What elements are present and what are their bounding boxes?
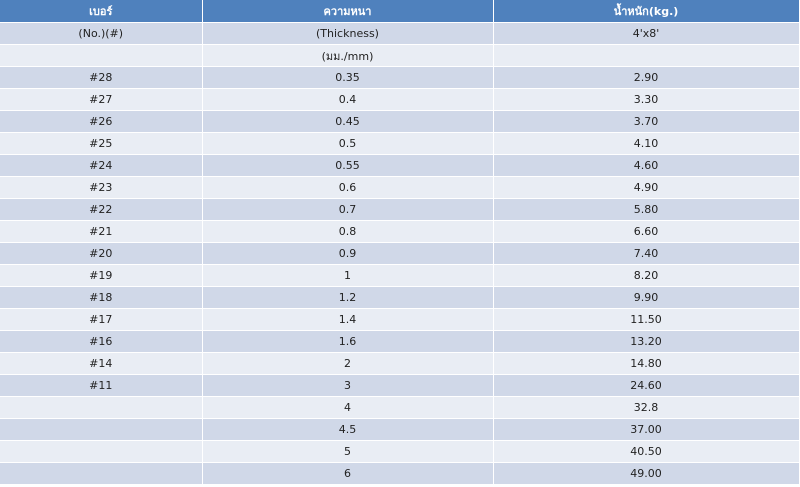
- cell-weight: 4.10: [493, 132, 800, 155]
- subheader-thickness: (Thickness): [202, 22, 494, 45]
- cell-number: #24: [0, 154, 203, 177]
- cell-thickness: 0.4: [202, 88, 494, 111]
- cell-number: #27: [0, 88, 203, 111]
- cell-weight: 32.8: [493, 396, 800, 419]
- cell-thickness: 0.8: [202, 220, 494, 243]
- cell-number: [0, 418, 203, 441]
- subheader-sheet-size: 4'x8': [493, 22, 800, 45]
- cell-number: #19: [0, 264, 203, 287]
- table-row: #25 0.5 4.10: [0, 132, 800, 155]
- cell-thickness: 0.7: [202, 198, 494, 221]
- cell-number: [0, 440, 203, 463]
- subheader-blank-1: [0, 44, 203, 67]
- header-thickness: ความหนา: [202, 0, 494, 23]
- cell-weight: 49.00: [493, 462, 800, 485]
- cell-thickness: 5: [202, 440, 494, 463]
- cell-number: [0, 396, 203, 419]
- cell-number: #21: [0, 220, 203, 243]
- cell-weight: 3.70: [493, 110, 800, 133]
- cell-thickness: 3: [202, 374, 494, 397]
- cell-weight: 40.50: [493, 440, 800, 463]
- cell-thickness: 1: [202, 264, 494, 287]
- table-row: #21 0.8 6.60: [0, 220, 800, 243]
- table-row: #23 0.6 4.90: [0, 176, 800, 199]
- cell-weight: 5.80: [493, 198, 800, 221]
- cell-weight: 9.90: [493, 286, 800, 309]
- cell-thickness: 0.5: [202, 132, 494, 155]
- table-row: #28 0.35 2.90: [0, 66, 800, 89]
- cell-thickness: 0.45: [202, 110, 494, 133]
- cell-weight: 24.60: [493, 374, 800, 397]
- cell-weight: 14.80: [493, 352, 800, 375]
- cell-weight: 8.20: [493, 264, 800, 287]
- table-row: #17 1.4 11.50: [0, 308, 800, 331]
- table-row: 4 32.8: [0, 396, 800, 419]
- table-row: 4.5 37.00: [0, 418, 800, 441]
- table-row: #14 2 14.80: [0, 352, 800, 375]
- cell-weight: 2.90: [493, 66, 800, 89]
- cell-thickness: 2: [202, 352, 494, 375]
- header-weight: น้ำหนัก(kg.): [493, 0, 800, 23]
- cell-number: #22: [0, 198, 203, 221]
- cell-thickness: 0.55: [202, 154, 494, 177]
- cell-number: #23: [0, 176, 203, 199]
- subheader-thickness-unit: (มม./mm): [202, 44, 494, 67]
- cell-weight: 4.60: [493, 154, 800, 177]
- subheader-row-units: (No.)(#) (Thickness) 4'x8': [0, 22, 800, 45]
- table-row: #11 3 24.60: [0, 374, 800, 397]
- cell-thickness: 1.4: [202, 308, 494, 331]
- subheader-blank-3: [493, 44, 800, 67]
- cell-weight: 7.40: [493, 242, 800, 265]
- table-row: #18 1.2 9.90: [0, 286, 800, 309]
- cell-number: #20: [0, 242, 203, 265]
- cell-number: #25: [0, 132, 203, 155]
- table-row: #20 0.9 7.40: [0, 242, 800, 265]
- cell-number: #11: [0, 374, 203, 397]
- cell-thickness: 0.35: [202, 66, 494, 89]
- header-number: เบอร์: [0, 0, 203, 23]
- cell-number: #16: [0, 330, 203, 353]
- cell-weight: 13.20: [493, 330, 800, 353]
- cell-thickness: 1.6: [202, 330, 494, 353]
- table-row: #27 0.4 3.30: [0, 88, 800, 111]
- cell-number: #26: [0, 110, 203, 133]
- cell-number: [0, 462, 203, 485]
- table-row: 5 40.50: [0, 440, 800, 463]
- cell-weight: 6.60: [493, 220, 800, 243]
- cell-weight: 3.30: [493, 88, 800, 111]
- cell-thickness: 4: [202, 396, 494, 419]
- cell-number: #18: [0, 286, 203, 309]
- table-row: #24 0.55 4.60: [0, 154, 800, 177]
- subheader-row-mm: (มม./mm): [0, 44, 800, 67]
- cell-number: #14: [0, 352, 203, 375]
- cell-thickness: 6: [202, 462, 494, 485]
- cell-thickness: 0.6: [202, 176, 494, 199]
- cell-weight: 37.00: [493, 418, 800, 441]
- cell-number: #28: [0, 66, 203, 89]
- cell-thickness: 1.2: [202, 286, 494, 309]
- cell-thickness: 0.9: [202, 242, 494, 265]
- subheader-number: (No.)(#): [0, 22, 203, 45]
- cell-number: #17: [0, 308, 203, 331]
- cell-thickness: 4.5: [202, 418, 494, 441]
- cell-weight: 11.50: [493, 308, 800, 331]
- header-row: เบอร์ ความหนา น้ำหนัก(kg.): [0, 0, 800, 23]
- table-row: #26 0.45 3.70: [0, 110, 800, 133]
- table-row: #16 1.6 13.20: [0, 330, 800, 353]
- table-row: #19 1 8.20: [0, 264, 800, 287]
- table-row: 6 49.00: [0, 462, 800, 485]
- table-row: #22 0.7 5.80: [0, 198, 800, 221]
- cell-weight: 4.90: [493, 176, 800, 199]
